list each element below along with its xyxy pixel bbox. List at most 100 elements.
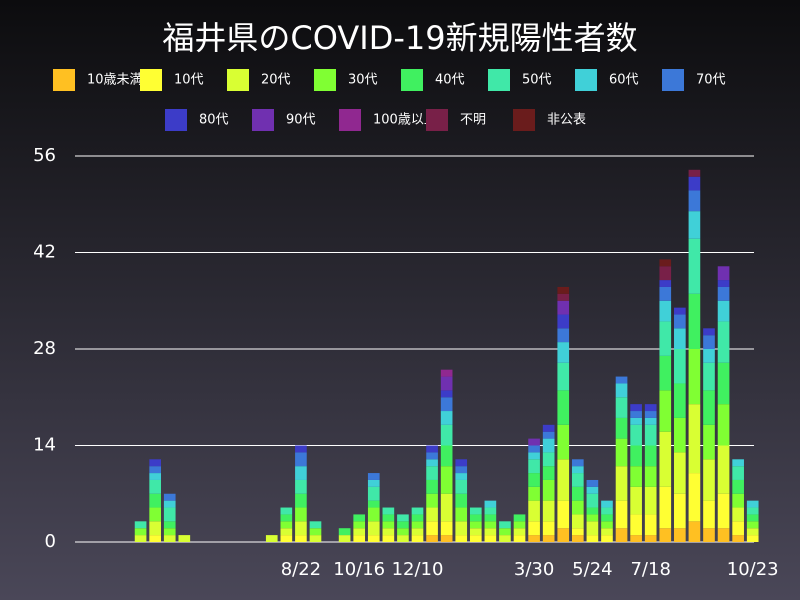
bar-segment (382, 535, 395, 542)
bar-segment (484, 521, 497, 529)
bar-segment (295, 493, 307, 508)
bar-segment (455, 473, 468, 480)
bar-segment (717, 362, 730, 405)
bar-segment (440, 369, 453, 377)
bar-segment (615, 383, 628, 398)
legend-label: 30代 (348, 73, 378, 88)
bar-segment (557, 286, 570, 294)
legend-swatch (339, 109, 361, 131)
bar-segment (615, 438, 628, 467)
bar-segment (732, 521, 744, 536)
bar-segment (746, 507, 759, 515)
bar-segment (163, 535, 176, 542)
legend-label: 100歳以上 (373, 113, 437, 128)
y-tick-label: 0 (45, 531, 56, 552)
bar-segment (674, 417, 686, 453)
bar-segment (163, 493, 176, 501)
bar-segment (149, 521, 161, 536)
x-tick-label: 12/10 (392, 559, 444, 580)
bar-segment (134, 528, 147, 536)
bar-segment (644, 411, 657, 418)
bar-segment (703, 500, 715, 529)
bar-segment (353, 521, 366, 529)
bar-segment (411, 514, 424, 522)
bar-segment (659, 259, 672, 267)
bar-segment (601, 535, 613, 542)
bar-segment (397, 521, 409, 529)
bar-segment (557, 342, 570, 363)
bar-segment (601, 507, 613, 515)
bar-segment (659, 280, 672, 287)
bar-segment (571, 535, 584, 542)
bar-segment (513, 521, 526, 529)
bar-segment (732, 459, 744, 467)
bar-segment (571, 466, 584, 474)
bar-segment (703, 349, 715, 363)
bar-segment (571, 459, 584, 467)
bar-segment (674, 452, 686, 494)
bar-segment (382, 507, 395, 515)
bar-segment (528, 459, 540, 474)
legend-label: 非公表 (547, 113, 586, 128)
bar-segment (746, 535, 759, 542)
bar-segment (484, 535, 497, 542)
bar-segment (426, 445, 438, 453)
bar-segment (295, 452, 307, 467)
bar-segment (659, 266, 672, 281)
bar-segment (367, 479, 380, 487)
bar-segment (557, 459, 570, 501)
bar-segment (557, 328, 570, 343)
bar-segment (295, 521, 307, 536)
bar-segment (659, 300, 672, 322)
x-tick-label: 8/22 (281, 559, 321, 580)
bar-segment (134, 521, 147, 529)
bar-segment (353, 514, 366, 522)
bar-segment (455, 493, 468, 508)
bar-segment (528, 486, 540, 501)
bar-segment (732, 466, 744, 480)
bar-segment (469, 528, 482, 536)
x-tick-label: 3/30 (514, 559, 554, 580)
bar-segment (295, 479, 307, 494)
bar-segment (455, 507, 468, 522)
bar-segment (746, 500, 759, 508)
bar-segment (630, 535, 642, 542)
bar-segment (571, 473, 584, 487)
bar-segment (717, 321, 730, 363)
bar-segment (542, 438, 555, 453)
bar-segment (630, 404, 642, 412)
bar-segment (528, 438, 540, 446)
bar-segment (674, 528, 686, 542)
bar-segment (615, 466, 628, 501)
bar-segment (469, 507, 482, 515)
bar-segment (703, 335, 715, 349)
x-tick-label: 10/16 (333, 559, 385, 580)
bar-segment (586, 535, 599, 542)
bar-segment (382, 521, 395, 529)
bar-segment (280, 535, 293, 542)
bar-segment (557, 424, 570, 460)
bar-segment (659, 390, 672, 432)
bar-segment (426, 493, 438, 508)
bar-segment (280, 507, 293, 515)
bar-segment (732, 479, 744, 494)
bar-segment (338, 528, 351, 536)
legend-label: 10代 (174, 73, 204, 88)
bar-segment (688, 349, 701, 405)
bar-segment (717, 286, 730, 301)
bar-segment (484, 507, 497, 515)
bar-segment (426, 479, 438, 494)
bar-segment (542, 479, 555, 501)
bar-segment (440, 535, 453, 542)
legend-label: 10歳未満 (87, 73, 143, 88)
bar-segment (149, 459, 161, 467)
legend-swatch (426, 109, 448, 131)
bar-segment (528, 500, 540, 522)
bar-segment (586, 514, 599, 522)
bar-segment (557, 300, 570, 315)
bar-segment (630, 424, 642, 446)
bar-segment (717, 280, 730, 287)
legend-swatch (140, 69, 162, 91)
bar-segment (703, 528, 715, 542)
bar-segment (557, 362, 570, 391)
